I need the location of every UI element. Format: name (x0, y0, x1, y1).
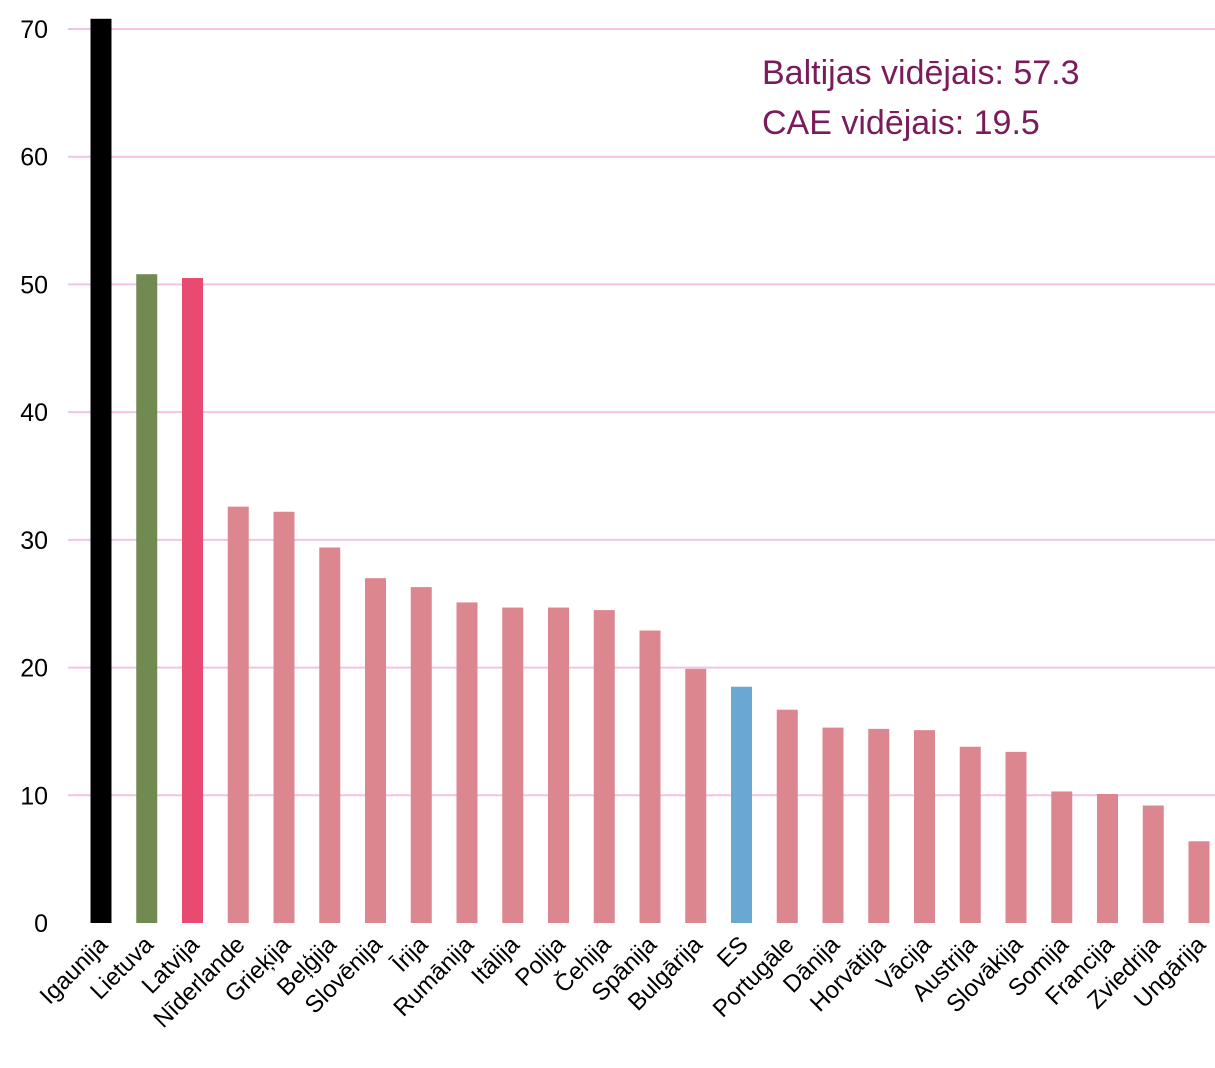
bar-19 (959, 746, 981, 923)
y-tick-label: 50 (20, 271, 48, 299)
bar-4 (273, 511, 295, 923)
y-tick-label: 60 (20, 144, 48, 172)
y-tick-label: 30 (20, 527, 48, 555)
bar-6 (365, 578, 386, 923)
y-tick-label: 20 (20, 655, 48, 683)
bar-24 (1188, 841, 1210, 923)
bar-5 (319, 547, 341, 923)
bar-7 (410, 587, 432, 923)
x-tick-label: Itālija (466, 931, 525, 990)
bar-1 (136, 274, 158, 923)
y-axis-tick-labels: 0 10 20 30 40 50 60 70 (20, 16, 48, 938)
annotation-baltic-average: Baltijas vidējais: 57.3 (762, 54, 1080, 92)
y-tick-label: 10 (20, 782, 48, 810)
bar-0 (90, 18, 112, 924)
bar-13 (685, 668, 707, 923)
bar-17 (868, 728, 890, 923)
bar-22 (1097, 794, 1118, 923)
bar-10 (548, 607, 569, 923)
bar-3 (227, 506, 249, 923)
y-tick-label: 0 (34, 910, 48, 938)
bar-15 (776, 709, 798, 923)
bar-9 (502, 607, 524, 923)
y-tick-label: 70 (20, 16, 48, 44)
bar-23 (1142, 805, 1164, 923)
y-tick-label: 40 (20, 399, 48, 427)
bar-11 (593, 610, 615, 923)
bar-20 (1005, 751, 1027, 923)
x-axis-tick-labels: IgaunijaLietuvaLatvijaNīderlandeGrieķija… (35, 930, 1212, 1033)
bar-21 (1051, 791, 1073, 923)
annotations: Baltijas vidējais: 57.3 CAE vidējais: 19… (762, 54, 1080, 142)
grid-lines (68, 28, 1215, 797)
bars (90, 18, 1210, 924)
bar-16 (822, 727, 844, 923)
bar-8 (456, 602, 478, 923)
annotation-cae-average: CAE vidējais: 19.5 (762, 104, 1040, 142)
bar-14 (731, 686, 752, 923)
bar-2 (182, 278, 203, 923)
bar-18 (914, 730, 935, 923)
bar-12 (639, 630, 661, 923)
